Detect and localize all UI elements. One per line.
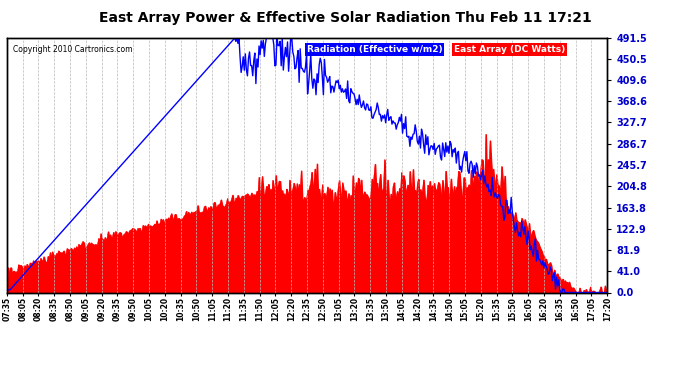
Text: East Array Power & Effective Solar Radiation Thu Feb 11 17:21: East Array Power & Effective Solar Radia…	[99, 11, 591, 25]
Text: Copyright 2010 Cartronics.com: Copyright 2010 Cartronics.com	[13, 45, 132, 54]
Text: Radiation (Effective w/m2): Radiation (Effective w/m2)	[307, 45, 443, 54]
Text: East Array (DC Watts): East Array (DC Watts)	[454, 45, 565, 54]
